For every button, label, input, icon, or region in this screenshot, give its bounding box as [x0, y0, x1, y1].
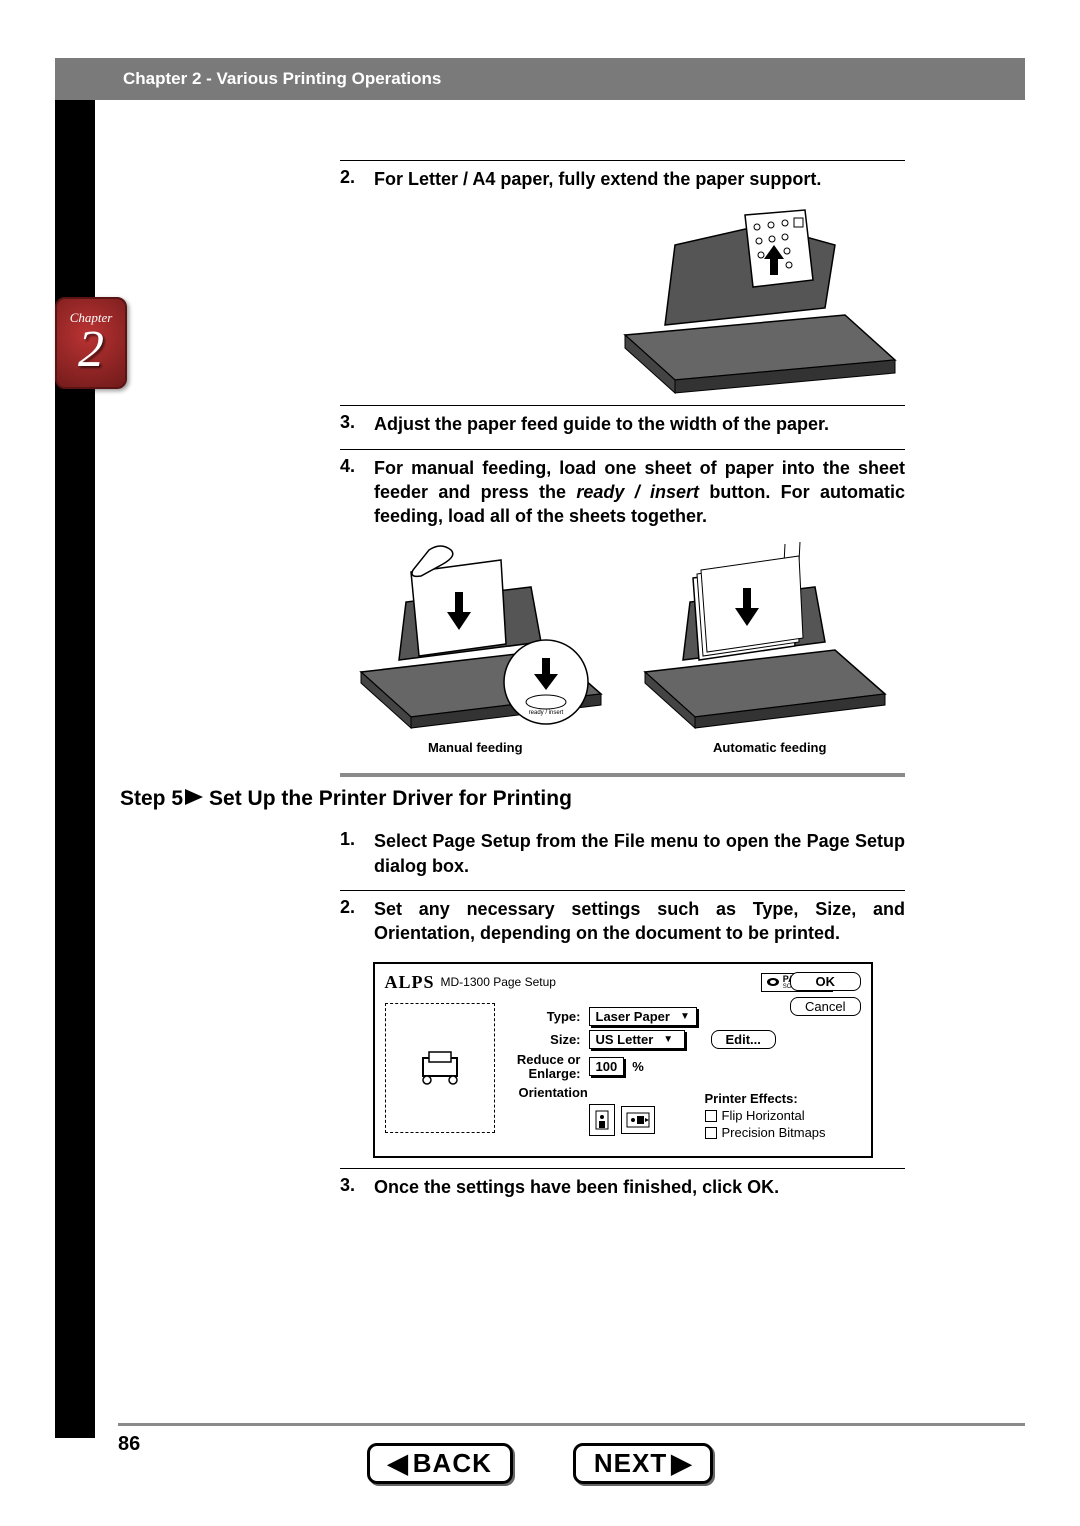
- footer-divider: [118, 1423, 1025, 1426]
- step-number: 1.: [340, 829, 374, 878]
- precision-bitmaps-checkbox[interactable]: Precision Bitmaps: [705, 1125, 826, 1140]
- step5-title: Set Up the Printer Driver for Printing: [209, 787, 572, 811]
- type-label: Type:: [509, 1009, 581, 1024]
- step-4: 4. For manual feeding, load one sheet of…: [340, 456, 905, 529]
- step5-1: 1. Select Page Setup from the File menu …: [340, 829, 905, 878]
- figure-feeding: ready / insert: [340, 542, 905, 732]
- step5-3: 3. Once the settings have been finished,…: [340, 1175, 905, 1199]
- chapter-header: Chapter 2 - Various Printing Operations: [55, 58, 1025, 100]
- next-button[interactable]: NEXT ▶: [573, 1443, 713, 1484]
- svg-text:ready / insert: ready / insert: [528, 710, 563, 716]
- step5-label: Step 5: [120, 787, 183, 811]
- orientation-landscape-button[interactable]: [621, 1106, 655, 1134]
- reduce-enlarge-input[interactable]: 100: [589, 1057, 625, 1076]
- step-text: Once the settings have been finished, cl…: [374, 1175, 779, 1199]
- step-text: For Letter / A4 paper, fully extend the …: [374, 167, 821, 191]
- orientation-portrait-button[interactable]: [589, 1104, 615, 1136]
- page-setup-dialog-figure: OK Cancel ALPS MD-1300 Page Setup PALOMA…: [340, 962, 905, 1159]
- page-preview: [385, 1003, 495, 1133]
- divider: [340, 1168, 905, 1169]
- figure-paper-support: [340, 205, 905, 395]
- step5-heading: Step 5 Set Up the Printer Driver for Pri…: [120, 787, 905, 811]
- cancel-button[interactable]: Cancel: [790, 997, 860, 1016]
- orientation-label: Orientation: [519, 1085, 655, 1100]
- chapter-badge-number: 2: [78, 324, 104, 376]
- step-number: 2.: [340, 167, 374, 191]
- type-dropdown[interactable]: Laser Paper ▼: [589, 1007, 697, 1026]
- chapter-header-text: Chapter 2 - Various Printing Operations: [123, 69, 441, 89]
- printer-icon: [415, 1050, 465, 1086]
- step-2: 2. For Letter / A4 paper, fully extend t…: [340, 167, 905, 191]
- divider: [340, 449, 905, 450]
- step-text: For manual feeding, load one sheet of pa…: [374, 456, 905, 529]
- step-number: 2.: [340, 897, 374, 946]
- triangle-right-icon: ▶: [671, 1448, 692, 1479]
- reduce-label-b: Enlarge:: [528, 1066, 580, 1081]
- chevron-down-icon: ▼: [663, 1034, 673, 1045]
- chevron-down-icon: ▼: [680, 1011, 690, 1022]
- figure-captions: Manual feeding Automatic feeding: [340, 740, 905, 755]
- divider: [340, 160, 905, 161]
- caption-manual: Manual feeding: [350, 740, 600, 755]
- section-divider: [340, 773, 905, 777]
- flip-horizontal-checkbox[interactable]: Flip Horizontal: [705, 1108, 826, 1123]
- edit-button[interactable]: Edit...: [711, 1030, 776, 1049]
- step-text: Set any necessary settings such as Type,…: [374, 897, 905, 946]
- chapter-badge: Chapter 2: [55, 297, 127, 389]
- effects-label: Printer Effects:: [705, 1091, 826, 1106]
- left-black-strip: [55, 58, 95, 1438]
- divider: [340, 405, 905, 406]
- percent-label: %: [632, 1059, 644, 1074]
- step-3: 3. Adjust the paper feed guide to the wi…: [340, 412, 905, 436]
- step5-2: 2. Set any necessary settings such as Ty…: [340, 897, 905, 946]
- triangle-left-icon: ◀: [388, 1448, 409, 1479]
- size-label: Size:: [509, 1032, 581, 1047]
- ok-button[interactable]: OK: [790, 972, 860, 991]
- size-dropdown[interactable]: US Letter ▼: [589, 1030, 685, 1049]
- alps-logo: ALPS: [385, 972, 435, 993]
- caption-auto: Automatic feeding: [645, 740, 895, 755]
- step-text: Adjust the paper feed guide to the width…: [374, 412, 829, 436]
- step-number: 4.: [340, 456, 374, 529]
- divider: [340, 890, 905, 891]
- step-number: 3.: [340, 412, 374, 436]
- dialog-title: MD-1300 Page Setup: [441, 975, 556, 989]
- triangle-right-icon: [185, 787, 203, 811]
- reduce-label-a: Reduce or: [517, 1052, 581, 1067]
- back-button[interactable]: ◀ BACK: [367, 1443, 513, 1484]
- page-setup-dialog: OK Cancel ALPS MD-1300 Page Setup PALOMA…: [373, 962, 873, 1159]
- step-text: Select Page Setup from the File menu to …: [374, 829, 905, 878]
- step-number: 3.: [340, 1175, 374, 1199]
